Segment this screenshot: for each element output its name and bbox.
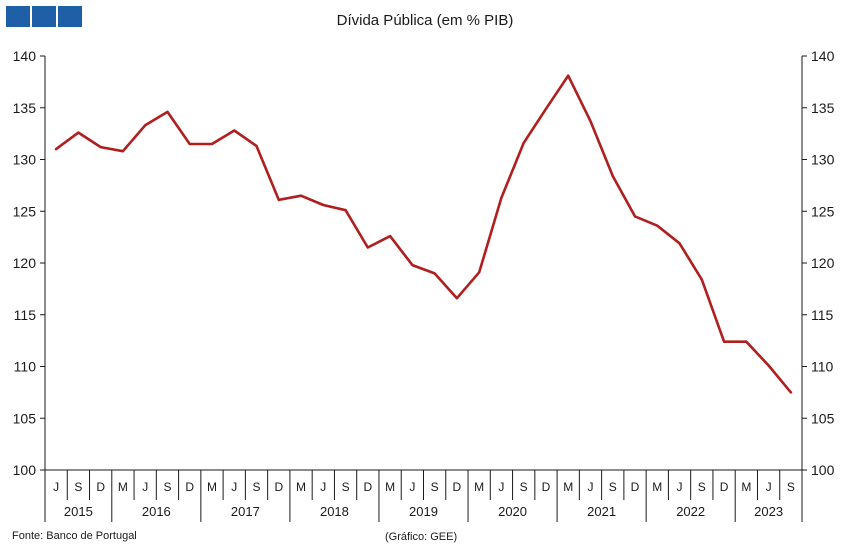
x-tick-label: M xyxy=(385,480,395,494)
x-tick-label: D xyxy=(542,480,551,494)
x-tick-label: J xyxy=(142,480,148,494)
right-y-tick-label: 140 xyxy=(811,48,835,64)
series-line xyxy=(54,74,793,394)
x-tick-label: S xyxy=(787,480,795,494)
x-tick-label: M xyxy=(474,480,484,494)
x-tick-label: J xyxy=(766,480,772,494)
year-label: 2018 xyxy=(320,504,349,519)
logo xyxy=(6,6,82,27)
year-label: 2020 xyxy=(498,504,527,519)
x-tick-label: M xyxy=(652,480,662,494)
x-tick-label: S xyxy=(431,480,439,494)
left-y-tick-label: 100 xyxy=(13,462,37,478)
x-tick-label: J xyxy=(231,480,237,494)
x-tick-label: S xyxy=(342,480,350,494)
x-tick-label: S xyxy=(698,480,706,494)
x-tick-label: M xyxy=(118,480,128,494)
x-tick-label: D xyxy=(453,480,462,494)
x-tick-label: J xyxy=(677,480,683,494)
logo-block xyxy=(32,6,56,27)
x-tick-label: M xyxy=(741,480,751,494)
right-y-tick-label: 110 xyxy=(811,359,834,375)
x-tick-label: M xyxy=(296,480,306,494)
chart-title: Dívida Pública (em % PIB) xyxy=(336,12,514,29)
x-tick-label: J xyxy=(409,480,415,494)
left-y-tick-label: 120 xyxy=(13,255,37,271)
right-y-tick-label: 105 xyxy=(811,410,835,426)
x-tick-label: S xyxy=(163,480,171,494)
x-tick-label: M xyxy=(207,480,217,494)
year-label: 2022 xyxy=(676,504,705,519)
x-tick-label: J xyxy=(587,480,593,494)
x-tick-label: J xyxy=(498,480,504,494)
x-tick-label: S xyxy=(74,480,82,494)
x-tick-label: J xyxy=(320,480,326,494)
right-y-tick-label: 130 xyxy=(811,152,835,168)
x-tick-label: M xyxy=(563,480,573,494)
year-label: 2019 xyxy=(409,504,438,519)
left-y-tick-label: 135 xyxy=(13,100,37,116)
x-tick-label: D xyxy=(631,480,640,494)
chart-credit: (Gráfico: GEE) xyxy=(385,531,458,543)
right-y-tick-label: 135 xyxy=(811,100,835,116)
left-y-tick-label: 140 xyxy=(13,48,37,64)
x-tick-label: D xyxy=(96,480,105,494)
x-tick-label: D xyxy=(274,480,283,494)
year-label: 2021 xyxy=(587,504,616,519)
x-tick-label: S xyxy=(609,480,617,494)
right-y-tick-label: 120 xyxy=(811,255,835,271)
right-y-tick-label: 100 xyxy=(811,462,835,478)
logo-block xyxy=(6,6,30,27)
year-label: 2015 xyxy=(64,504,93,519)
year-label: 2016 xyxy=(142,504,171,519)
left-y-tick-label: 130 xyxy=(13,152,37,168)
right-y-tick-label: 115 xyxy=(811,307,834,323)
left-y-tick-label: 125 xyxy=(13,203,37,219)
year-label: 2023 xyxy=(754,504,783,519)
x-tick-label: J xyxy=(53,480,59,494)
x-tick-label: S xyxy=(253,480,261,494)
logo-block xyxy=(58,6,82,27)
x-tick-label: S xyxy=(520,480,528,494)
x-tick-label: D xyxy=(364,480,373,494)
year-label: 2017 xyxy=(231,504,260,519)
right-y-tick-label: 125 xyxy=(811,203,835,219)
x-tick-label: D xyxy=(185,480,194,494)
left-y-tick-label: 110 xyxy=(14,359,37,375)
left-y-tick-label: 105 xyxy=(13,410,37,426)
left-y-tick-label: 115 xyxy=(14,307,37,323)
x-tick-label: D xyxy=(720,480,729,494)
source-note: Fonte: Banco de Portugal xyxy=(12,530,137,542)
